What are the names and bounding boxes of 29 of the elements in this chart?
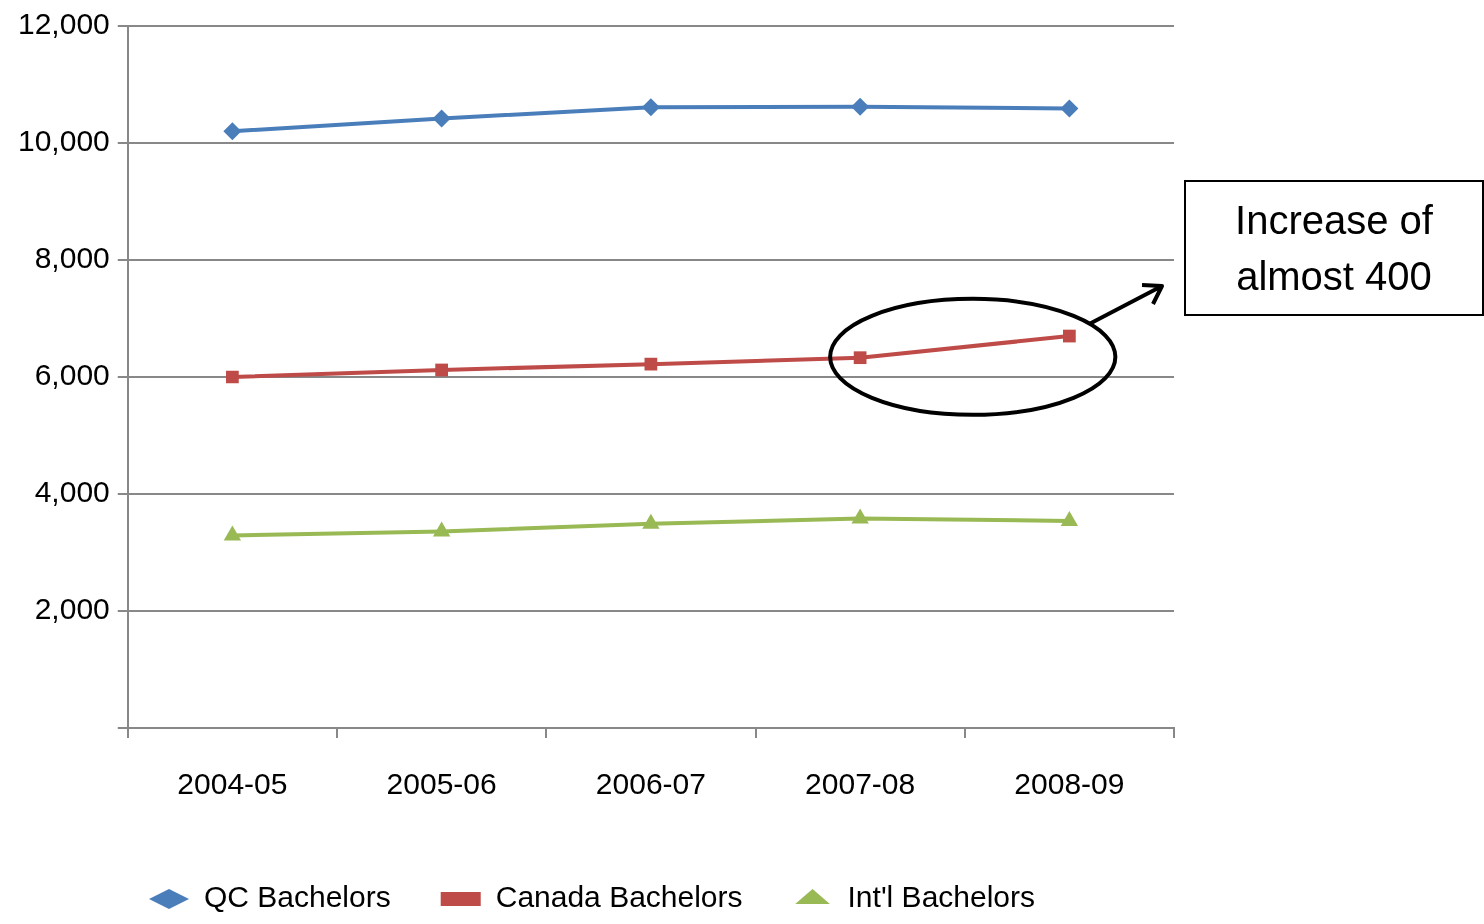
point — [853, 351, 867, 365]
point — [851, 508, 869, 524]
x-tick-label: 2008-09 — [1014, 767, 1125, 801]
point — [432, 109, 451, 128]
x-tick-label: 2006-07 — [595, 767, 706, 801]
y-tick-label: 10,000 — [17, 124, 110, 158]
point — [223, 525, 242, 541]
point — [223, 122, 242, 141]
y-tick-label: 8,000 — [34, 241, 110, 275]
legend-label: Canada Bachelors — [495, 880, 743, 914]
point — [432, 521, 451, 537]
point — [641, 98, 660, 117]
y-tick-label: 4,000 — [34, 475, 110, 509]
x-tick-label: 2004-05 — [177, 767, 288, 801]
point — [1060, 99, 1079, 118]
point — [642, 513, 660, 529]
point — [226, 370, 239, 384]
text: Increase of almost 400 — [1184, 180, 1484, 316]
y-tick-label: 2,000 — [34, 592, 110, 626]
point — [435, 363, 448, 377]
y-tick-label: 12,000 — [17, 7, 110, 41]
legend-label: QC Bachelors — [203, 880, 391, 914]
point — [1063, 329, 1076, 343]
point — [851, 97, 870, 116]
x-tick-label: 2007-08 — [805, 767, 916, 801]
x-tick-label: 2005-06 — [386, 767, 497, 801]
point — [1060, 510, 1079, 526]
y-tick-label: 6,000 — [34, 358, 110, 392]
legend-label: Int'l Bachelors — [847, 880, 1036, 914]
